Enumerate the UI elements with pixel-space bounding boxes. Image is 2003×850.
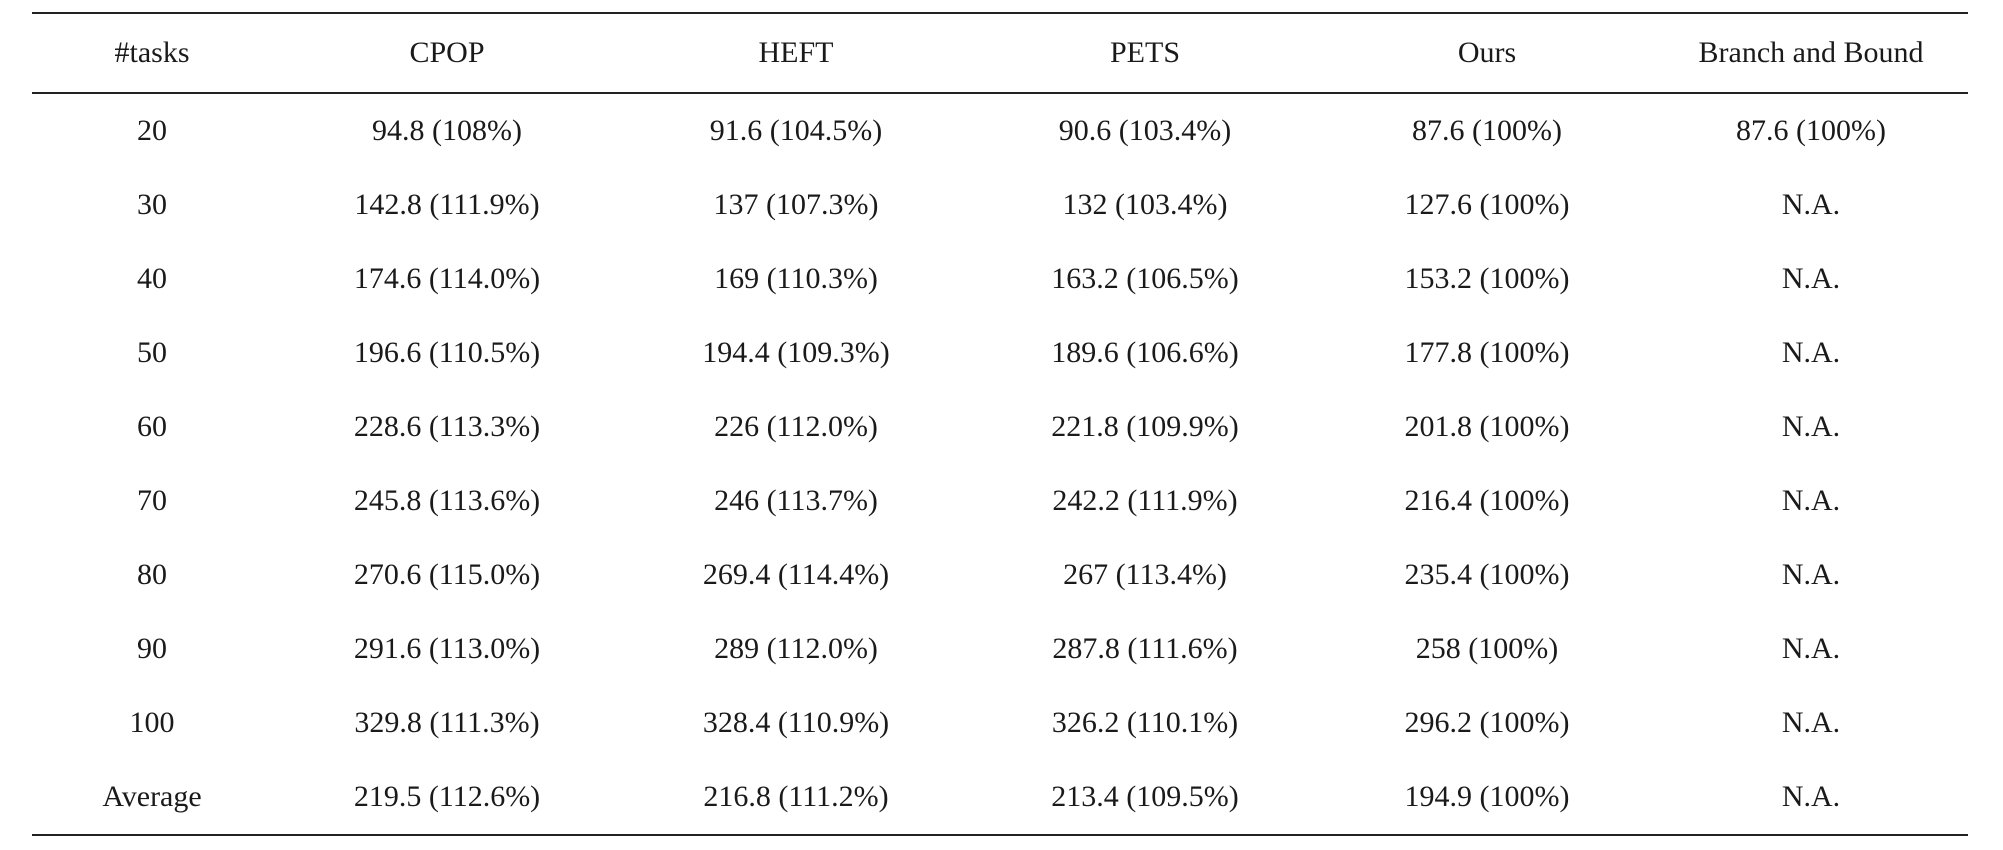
cell-branch-and-bound: N.A. — [1781, 410, 1841, 443]
cell-tasks: Average — [32, 760, 272, 836]
header-row: #tasks CPOP HEFT PETS Ours Branch and Bo… — [32, 12, 1968, 94]
cell-pets: 163.2 (106.5%) — [1051, 262, 1239, 295]
cell-ours: 201.8 (100%) — [1404, 410, 1570, 443]
cell-branch-and-bound: N.A. — [1781, 484, 1841, 517]
cell-cpop: 270.6 (115.0%) — [353, 558, 541, 591]
cell-tasks: 60 — [137, 410, 167, 443]
table-row: 20 94.8 (108%) 91.6 (104.5%) 90.6 (103.4%) 8… — [32, 93, 1968, 168]
cell-branch-and-bound: N.A. — [1781, 262, 1841, 295]
table-body: 20 94.8 (108%) 91.6 (104.5%) 90.6 (103.4%) 8… — [32, 93, 1968, 836]
cell-ours: 235.4 (100%) — [1404, 558, 1570, 591]
cell-pets: 90.6 (103.4%) — [1058, 114, 1232, 147]
cell-ours: 258 (100%) — [1415, 632, 1559, 665]
cell-cpop: 228.6 (113.3%) — [353, 410, 541, 443]
header-branch-and-bound: Branch and Bound — [1654, 12, 1968, 94]
cell-pets: 189.6 (106.6%) — [1051, 336, 1239, 369]
cell-tasks: 90 — [137, 632, 167, 665]
table-row: 100 329.8 (111.3%) 328.4 (110.9%) 326.2 (11… — [32, 686, 1968, 760]
cell-heft: 328.4 (110.9%) — [702, 706, 890, 739]
header-cpop: CPOP — [272, 12, 622, 94]
header-ours: Ours — [1320, 12, 1654, 94]
cell-cpop: 245.8 (113.6%) — [353, 484, 541, 517]
cell-ours: 153.2 (100%) — [1404, 262, 1570, 295]
table-row: Average 219.5 (112.6%) 216.8 (111.2%) 213.4… — [32, 760, 1968, 836]
cell-cpop: 174.6 (114.0%) — [353, 262, 541, 295]
cell-pets: 221.8 (109.9%) — [1051, 410, 1239, 443]
cell-heft: 91.6 (104.5%) — [709, 114, 883, 147]
cell-cpop: 291.6 (113.0%) — [353, 632, 541, 665]
header-tasks: #tasks — [32, 12, 272, 94]
table-row: 80 270.6 (115.0%) 269.4 (114.4%) 267 (113.4… — [32, 538, 1968, 612]
cell-pets: 242.2 (111.9%) — [1052, 484, 1238, 517]
cell-tasks: 40 — [137, 262, 167, 295]
cell-heft: 216.8 (111.2%) — [622, 760, 970, 836]
table-header: #tasks CPOP HEFT PETS Ours Branch and Bo… — [32, 12, 1968, 94]
cell-pets: 132 (103.4%) — [1062, 188, 1228, 221]
cell-cpop: 94.8 (108%) — [372, 114, 522, 147]
cell-branch-and-bound: 87.6 (100%) — [1736, 114, 1886, 147]
cell-cpop: 142.8 (111.9%) — [354, 188, 540, 221]
cell-cpop: 329.8 (111.3%) — [354, 706, 540, 739]
cell-branch-and-bound: N.A. — [1654, 760, 1968, 836]
table-row: 70 245.8 (113.6%) 246 (113.7%) 242.2 (111.9… — [32, 464, 1968, 538]
cell-tasks: 100 — [129, 706, 175, 739]
cell-heft: 269.4 (114.4%) — [702, 558, 890, 591]
table-row: 40 174.6 (114.0%) 169 (110.3%) 163.2 (106.5… — [32, 242, 1968, 316]
cell-ours: 296.2 (100%) — [1404, 706, 1570, 739]
cell-tasks: 50 — [137, 336, 167, 369]
results-table: #tasks CPOP HEFT PETS Ours Branch and Bo… — [32, 12, 1968, 836]
cell-branch-and-bound: N.A. — [1781, 558, 1841, 591]
cell-heft: 194.4 (109.3%) — [702, 336, 890, 369]
cell-pets: 326.2 (110.1%) — [1051, 706, 1239, 739]
cell-cpop: 219.5 (112.6%) — [272, 760, 622, 836]
cell-tasks: 80 — [137, 558, 167, 591]
cell-ours: 127.6 (100%) — [1404, 188, 1570, 221]
cell-branch-and-bound: N.A. — [1781, 188, 1841, 221]
cell-branch-and-bound: N.A. — [1781, 706, 1841, 739]
cell-ours: 177.8 (100%) — [1404, 336, 1570, 369]
cell-pets: 287.8 (111.6%) — [1052, 632, 1238, 665]
cell-ours: 216.4 (100%) — [1404, 484, 1570, 517]
cell-heft: 226 (112.0%) — [714, 410, 878, 443]
cell-heft: 137 (107.3%) — [713, 188, 879, 221]
header-heft: HEFT — [622, 12, 970, 94]
cell-ours: 194.9 (100%) — [1320, 760, 1654, 836]
results-table-container: #tasks CPOP HEFT PETS Ours Branch and Bo… — [32, 12, 1968, 836]
cell-pets: 213.4 (109.5%) — [970, 760, 1320, 836]
cell-branch-and-bound: N.A. — [1781, 632, 1841, 665]
cell-tasks: 20 — [137, 114, 167, 147]
cell-heft: 246 (113.7%) — [714, 484, 878, 517]
table-row: 50 196.6 (110.5%) 194.4 (109.3%) 189.6 (106… — [32, 316, 1968, 390]
cell-tasks: 70 — [137, 484, 167, 517]
cell-branch-and-bound: N.A. — [1781, 336, 1841, 369]
table-row: 30 142.8 (111.9%) 137 (107.3%) 132 (103.4%)… — [32, 168, 1968, 242]
table-row: 60 228.6 (113.3%) 226 (112.0%) 221.8 (109.9… — [32, 390, 1968, 464]
cell-pets: 267 (113.4%) — [1063, 558, 1227, 591]
header-pets: PETS — [970, 12, 1320, 94]
cell-ours: 87.6 (100%) — [1412, 114, 1562, 147]
table-row: 90 291.6 (113.0%) 289 (112.0%) 287.8 (111.6… — [32, 612, 1968, 686]
cell-tasks: 30 — [137, 188, 167, 221]
cell-heft: 289 (112.0%) — [714, 632, 878, 665]
cell-heft: 169 (110.3%) — [714, 262, 878, 295]
cell-cpop: 196.6 (110.5%) — [353, 336, 541, 369]
